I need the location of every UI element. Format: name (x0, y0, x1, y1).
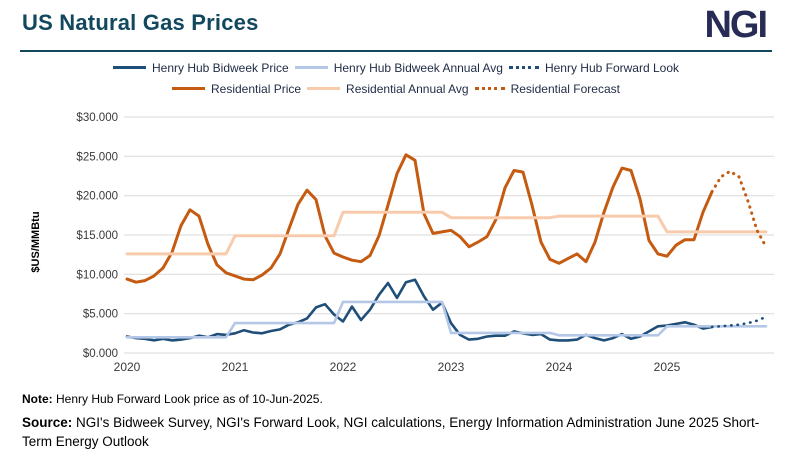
henry-hub-bidweek-annual-avg-line (125, 300, 768, 339)
y-tick-label: $5.000 (83, 309, 118, 321)
ngi-logo: NGI (704, 4, 768, 46)
legend-item-henry-hub-bidweek-price: Henry Hub Bidweek Price (112, 60, 289, 75)
source-label: Source: (22, 415, 73, 430)
y-tick-label: $20.000 (76, 191, 118, 203)
legend-row-1: Henry Hub Bidweek Price Henry Hub Bidwee… (0, 57, 792, 78)
residential-annual-avg-line (125, 210, 768, 256)
x-tick-label: 2024 (546, 360, 573, 374)
source-text: NGI's Bidweek Survey, NGI's Forward Look… (22, 415, 760, 450)
x-tick-label: 2020 (114, 360, 141, 374)
y-axis-label: $US/MMBtu (30, 211, 42, 273)
line-swatch-icon (112, 66, 146, 69)
page-title: US Natural Gas Prices (22, 10, 259, 35)
x-tick-label: 2023 (438, 360, 465, 374)
line-swatch-icon (307, 87, 341, 90)
note-line: Note: Henry Hub Forward Look price as of… (22, 392, 770, 406)
residential-forecast-line (710, 169, 768, 249)
y-tick-label: $15.000 (76, 230, 118, 242)
residential-price-line (125, 153, 714, 284)
header: US Natural Gas Prices NGI (0, 0, 792, 48)
legend-label: Henry Hub Bidweek Price (151, 60, 289, 75)
legend-item-residential-price: Residential Price (172, 82, 301, 96)
legend-row-2: Residential Price Residential Annual Avg… (0, 78, 792, 99)
y-tick-label: $0.000 (83, 348, 118, 360)
dotted-line-swatch-icon (474, 87, 505, 90)
legend-item-residential-forecast: Residential Forecast (474, 81, 620, 96)
y-tick-label: $30.000 (76, 112, 118, 124)
note-label: Note: (22, 392, 53, 406)
legend-label: Henry Hub Forward Look (544, 60, 679, 75)
x-tick-label: 2022 (330, 360, 357, 374)
header-divider (20, 50, 772, 52)
note-text: Henry Hub Forward Look price as of 10-Ju… (52, 392, 323, 406)
legend-item-henry-hub-forward-look: Henry Hub Forward Look (508, 60, 679, 75)
x-tick-label: 2025 (654, 360, 681, 374)
price-chart: $0.000 $5.000 $10.000 $15.000 $20.000 $25.000… (76, 112, 774, 374)
chart-legend: Henry Hub Bidweek Price Henry Hub Bidwee… (0, 57, 792, 99)
line-swatch-icon (294, 66, 328, 69)
chart-footer: Note: Henry Hub Forward Look price as of… (0, 392, 792, 451)
dotted-line-swatch-icon (508, 66, 539, 69)
legend-label: Residential Price (211, 81, 302, 96)
source-line: Source: NGI's Bidweek Survey, NGI's Forw… (22, 413, 770, 451)
legend-label: Residential Annual Avg (346, 81, 469, 96)
legend-label: Henry Hub Bidweek Annual Avg (333, 60, 503, 75)
legend-item-residential-annual-avg: Residential Annual Avg (307, 82, 469, 96)
legend-item-henry-hub-annual-avg: Henry Hub Bidweek Annual Avg (294, 60, 503, 75)
y-tick-label: $25.000 (76, 151, 118, 163)
henry-hub-forward-look-line (710, 315, 768, 329)
y-tick-label: $10.000 (76, 269, 118, 281)
legend-label: Residential Forecast (510, 81, 620, 96)
henry-hub-bidweek-price-line (125, 278, 714, 342)
line-swatch-icon (172, 87, 205, 90)
x-tick-label: 2021 (222, 360, 249, 374)
